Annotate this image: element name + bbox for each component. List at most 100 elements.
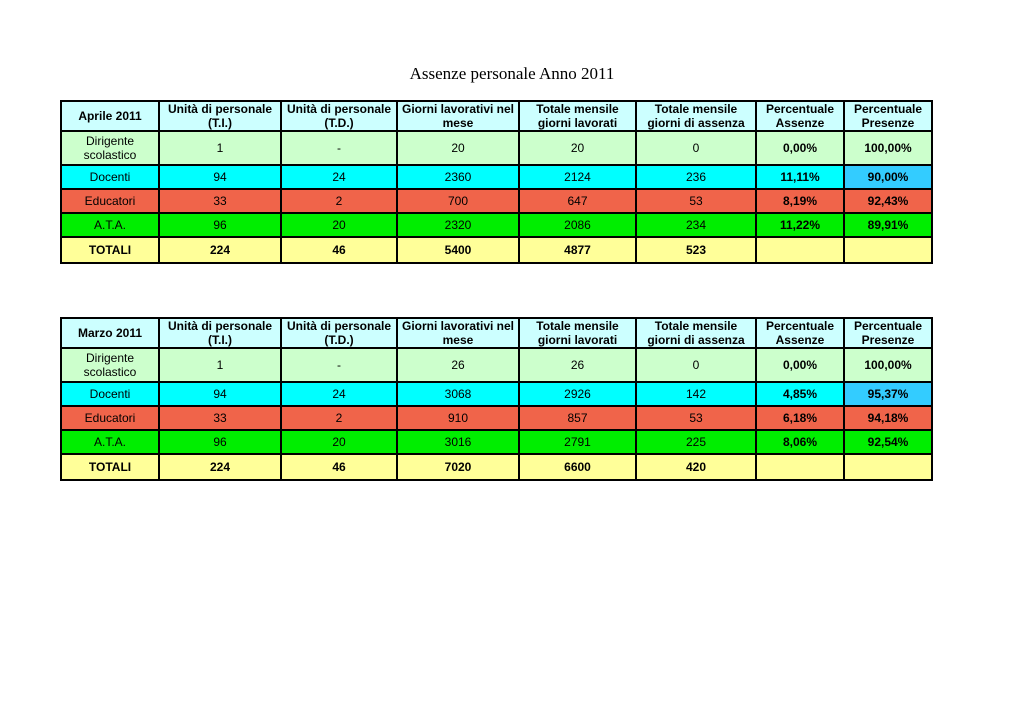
cell-pct-assenze: 0,00% (755, 130, 845, 166)
header-pct-assenze: Percentuale Assenze (755, 317, 845, 349)
cell-assenza: 53 (635, 405, 757, 431)
cell-lavorati: 20 (518, 130, 637, 166)
cell-pct-assenze: 4,85% (755, 381, 845, 407)
cell-ti: 94 (158, 381, 282, 407)
cell-pct-assenze: 11,22% (755, 212, 845, 238)
absence-table-marzo: Marzo 2011 Unità di personale (T.I.) Uni… (60, 317, 933, 481)
table-row-docenti: Docenti 94 24 2360 2124 236 11,11% 90,00… (60, 164, 933, 190)
cell-lavorati: 2791 (518, 429, 637, 455)
cell-lavorati: 2086 (518, 212, 637, 238)
cell-lavorati: 647 (518, 188, 637, 214)
header-lavorati: Totale mensile giorni lavorati (518, 317, 637, 349)
row-label: Docenti (60, 381, 160, 407)
cell-giorni: 910 (396, 405, 520, 431)
cell-lavorati: 6600 (518, 453, 637, 481)
table-row-dirigente: Dirigente scolastico 1 - 20 20 0 0,00% 1… (60, 130, 933, 166)
cell-td: 46 (280, 453, 398, 481)
cell-ti: 96 (158, 212, 282, 238)
header-row: Aprile 2011 Unità di personale (T.I.) Un… (60, 100, 933, 132)
cell-pct-assenze (755, 236, 845, 264)
header-td: Unità di personale (T.D.) (280, 100, 398, 132)
cell-ti: 224 (158, 453, 282, 481)
cell-assenza: 0 (635, 130, 757, 166)
cell-ti: 224 (158, 236, 282, 264)
header-giorni: Giorni lavorativi nel mese (396, 100, 520, 132)
cell-pct-assenze: 0,00% (755, 347, 845, 383)
cell-ti: 96 (158, 429, 282, 455)
header-ti: Unità di personale (T.I.) (158, 100, 282, 132)
cell-lavorati: 2124 (518, 164, 637, 190)
month-label: Aprile 2011 (60, 100, 160, 132)
header-lavorati: Totale mensile giorni lavorati (518, 100, 637, 132)
cell-td: 2 (280, 188, 398, 214)
table-row-docenti: Docenti 94 24 3068 2926 142 4,85% 95,37% (60, 381, 933, 407)
cell-lavorati: 26 (518, 347, 637, 383)
cell-pct-assenze (755, 453, 845, 481)
cell-giorni: 26 (396, 347, 520, 383)
absence-table-aprile: Aprile 2011 Unità di personale (T.I.) Un… (60, 100, 933, 264)
cell-giorni: 20 (396, 130, 520, 166)
row-label: Dirigente scolastico (60, 347, 160, 383)
header-assenza: Totale mensile giorni di assenza (635, 317, 757, 349)
cell-td: 24 (280, 164, 398, 190)
cell-pct-presenze: 90,00% (843, 164, 933, 190)
row-label: TOTALI (60, 236, 160, 264)
cell-td: 20 (280, 429, 398, 455)
row-label: A.T.A. (60, 212, 160, 238)
table-row-educatori: Educatori 33 2 700 647 53 8,19% 92,43% (60, 188, 933, 214)
cell-pct-assenze: 8,19% (755, 188, 845, 214)
row-label: TOTALI (60, 453, 160, 481)
header-ti: Unità di personale (T.I.) (158, 317, 282, 349)
cell-pct-assenze: 11,11% (755, 164, 845, 190)
cell-giorni: 2360 (396, 164, 520, 190)
row-label: A.T.A. (60, 429, 160, 455)
cell-assenza: 0 (635, 347, 757, 383)
page-title: Assenze personale Anno 2011 (409, 64, 615, 83)
cell-giorni: 3068 (396, 381, 520, 407)
cell-pct-presenze: 89,91% (843, 212, 933, 238)
table-row-totali: TOTALI 224 46 5400 4877 523 (60, 236, 933, 264)
table-row-dirigente: Dirigente scolastico 1 - 26 26 0 0,00% 1… (60, 347, 933, 383)
cell-ti: 1 (158, 347, 282, 383)
row-label: Docenti (60, 164, 160, 190)
cell-giorni: 700 (396, 188, 520, 214)
cell-giorni: 3016 (396, 429, 520, 455)
cell-pct-presenze (843, 236, 933, 264)
cell-pct-presenze: 92,43% (843, 188, 933, 214)
cell-lavorati: 857 (518, 405, 637, 431)
cell-assenza: 236 (635, 164, 757, 190)
cell-pct-presenze: 95,37% (843, 381, 933, 407)
table-row-educatori: Educatori 33 2 910 857 53 6,18% 94,18% (60, 405, 933, 431)
table-row-ata: A.T.A. 96 20 2320 2086 234 11,22% 89,91% (60, 212, 933, 238)
cell-ti: 1 (158, 130, 282, 166)
cell-ti: 94 (158, 164, 282, 190)
table-row-ata: A.T.A. 96 20 3016 2791 225 8,06% 92,54% (60, 429, 933, 455)
row-label: Educatori (60, 188, 160, 214)
cell-assenza: 234 (635, 212, 757, 238)
cell-assenza: 523 (635, 236, 757, 264)
month-label: Marzo 2011 (60, 317, 160, 349)
cell-td: 2 (280, 405, 398, 431)
cell-assenza: 53 (635, 188, 757, 214)
row-label: Dirigente scolastico (60, 130, 160, 166)
cell-giorni: 5400 (396, 236, 520, 264)
header-giorni: Giorni lavorativi nel mese (396, 317, 520, 349)
cell-td: - (280, 347, 398, 383)
header-pct-assenze: Percentuale Assenze (755, 100, 845, 132)
cell-pct-presenze (843, 453, 933, 481)
cell-pct-presenze: 94,18% (843, 405, 933, 431)
header-pct-presenze: Percentuale Presenze (843, 317, 933, 349)
cell-pct-presenze: 100,00% (843, 130, 933, 166)
cell-td: - (280, 130, 398, 166)
header-td: Unità di personale (T.D.) (280, 317, 398, 349)
table-row-totali: TOTALI 224 46 7020 6600 420 (60, 453, 933, 481)
cell-pct-presenze: 100,00% (843, 347, 933, 383)
cell-pct-assenze: 6,18% (755, 405, 845, 431)
cell-lavorati: 4877 (518, 236, 637, 264)
cell-pct-assenze: 8,06% (755, 429, 845, 455)
cell-td: 20 (280, 212, 398, 238)
header-assenza: Totale mensile giorni di assenza (635, 100, 757, 132)
cell-assenza: 225 (635, 429, 757, 455)
cell-pct-presenze: 92,54% (843, 429, 933, 455)
header-row: Marzo 2011 Unità di personale (T.I.) Uni… (60, 317, 933, 349)
